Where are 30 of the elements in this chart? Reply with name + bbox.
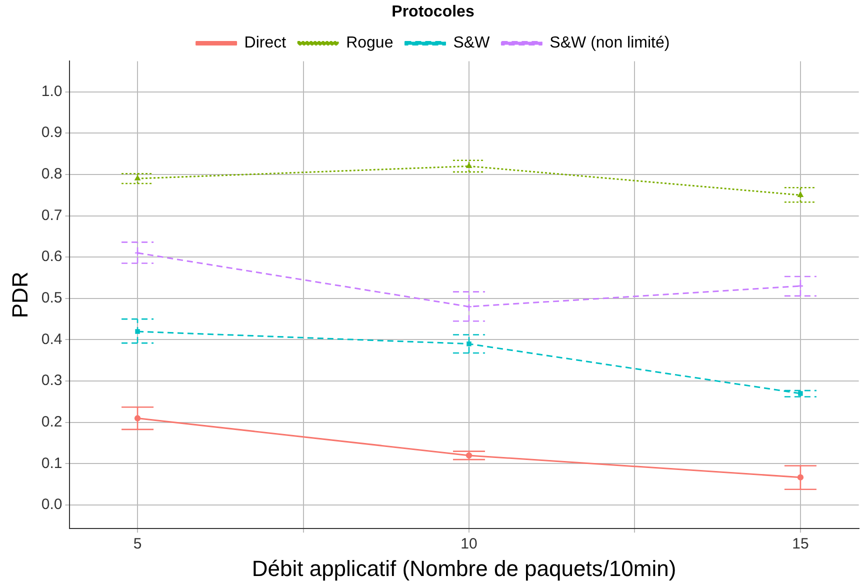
y-tick-label: 1.0	[41, 82, 62, 100]
y-tick-label: 0.9	[41, 124, 62, 142]
legend-label: Rogue	[346, 34, 394, 52]
x-axis-title: Débit applicatif (Nombre de paquets/10min)	[252, 556, 676, 581]
point	[134, 250, 141, 256]
x-tick-label: 15	[792, 536, 809, 553]
x-tick-label: 5	[133, 536, 142, 553]
point	[134, 175, 140, 180]
point	[135, 329, 140, 334]
x-tick-label: 10	[460, 536, 478, 553]
y-axis-title: PDR	[7, 272, 32, 318]
point	[466, 342, 472, 346]
point	[466, 163, 472, 168]
y-tick-label: 0.1	[41, 454, 62, 472]
point	[798, 192, 804, 197]
y-tick-label: 0.4	[41, 330, 62, 348]
y-tick-label: 0.5	[41, 290, 62, 307]
y-tick-label: 0.7	[41, 206, 62, 224]
y-tick-label: 0.2	[41, 414, 62, 431]
legend-title: Protocoles	[392, 3, 474, 20]
legend-label: S&W	[453, 34, 491, 52]
point	[797, 282, 804, 290]
y-tick-label: 0.3	[41, 372, 62, 390]
y-tick-label: 0.6	[41, 248, 62, 266]
legend-label: S&W (non limité)	[550, 34, 670, 52]
point	[466, 304, 472, 310]
y-tick-label: 0.8	[41, 166, 62, 183]
legend-label: Direct	[244, 34, 287, 52]
point	[798, 391, 803, 396]
y-tick-label: 0.0	[41, 496, 62, 514]
